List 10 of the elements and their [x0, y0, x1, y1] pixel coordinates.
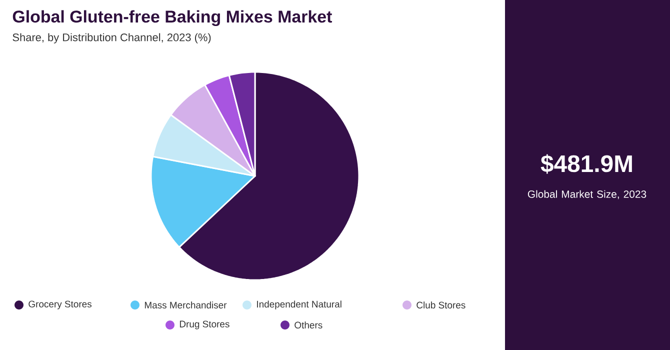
legend-label: Grocery Stores	[28, 300, 92, 310]
legend-label: Independent Natural	[257, 300, 342, 310]
legend-label: Club Stores	[416, 302, 466, 308]
legend-label: Drug Stores	[180, 320, 230, 330]
chart-title: Global Gluten-free Baking Mixes Market	[12, 10, 332, 26]
chart-subtitle: Share, by Distribution Channel, 2023 (%)	[12, 33, 211, 44]
legend-label: Mass Merchandiser	[144, 302, 227, 308]
text: $481.9M	[540, 154, 632, 174]
text: Global Market Size, 2023	[528, 190, 646, 200]
legend-label: Others	[294, 322, 322, 328]
